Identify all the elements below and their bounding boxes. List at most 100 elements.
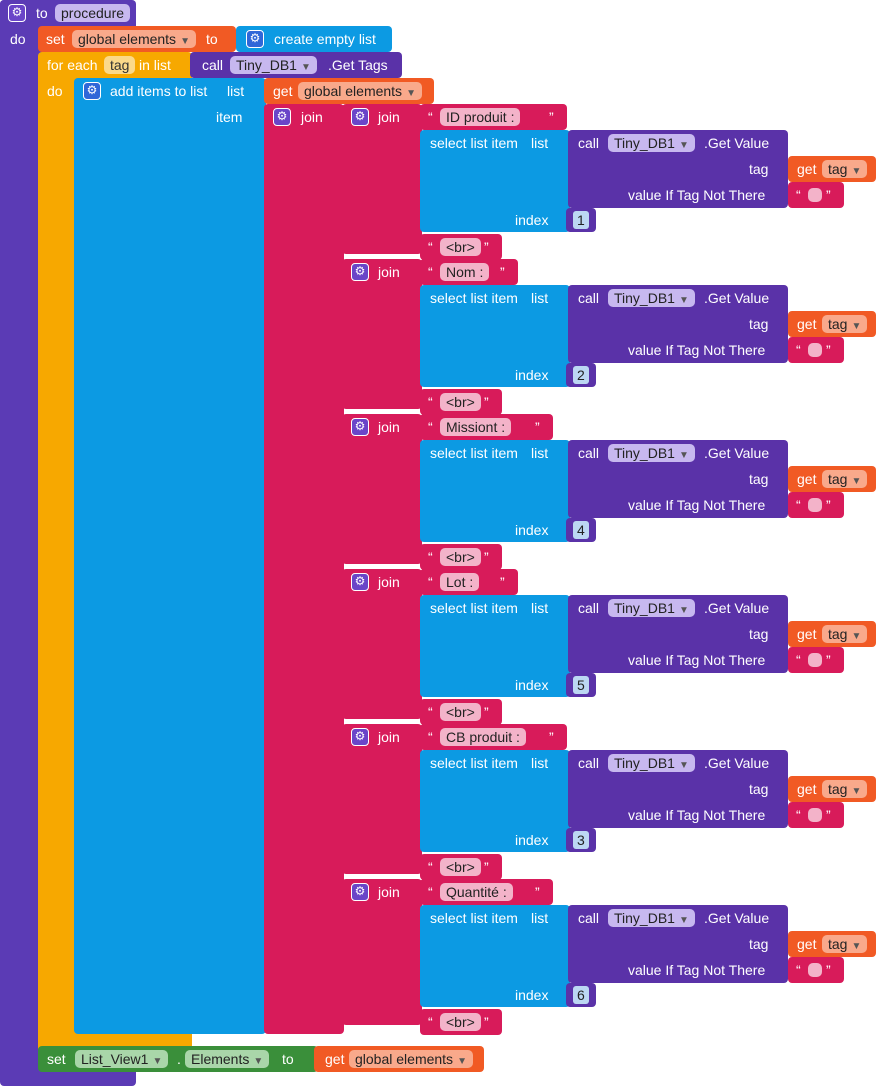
index-number[interactable]: 1 bbox=[573, 211, 589, 229]
call-label: call bbox=[578, 135, 600, 151]
inner-join-block[interactable] bbox=[342, 879, 422, 1025]
empty-text-field[interactable] bbox=[808, 498, 822, 512]
inner-join-block[interactable] bbox=[342, 414, 422, 564]
variable-name: global elements bbox=[78, 31, 177, 47]
select-index-label: index bbox=[515, 522, 549, 538]
component-dropdown[interactable]: Tiny_DB1 ▼ bbox=[608, 909, 695, 927]
component-dropdown[interactable]: Tiny_DB1 ▼ bbox=[608, 599, 695, 617]
variable-dropdown[interactable]: tag ▼ bbox=[822, 160, 868, 178]
gear-icon[interactable]: ⚙ bbox=[351, 263, 369, 281]
select-list-item-block[interactable] bbox=[420, 130, 570, 232]
quote-close: ” bbox=[484, 704, 489, 720]
outer-join-block[interactable] bbox=[264, 104, 344, 1034]
quote-close: ” bbox=[549, 729, 554, 745]
variable-name: tag bbox=[828, 316, 848, 332]
variable-dropdown[interactable]: global elements ▼ bbox=[349, 1050, 473, 1068]
br-text-field[interactable]: <br> bbox=[440, 238, 481, 256]
variable-dropdown[interactable]: global elements ▼ bbox=[72, 30, 196, 48]
gear-icon[interactable]: ⚙ bbox=[83, 82, 101, 100]
empty-text-field[interactable] bbox=[808, 963, 822, 977]
select-list-item-block[interactable] bbox=[420, 440, 570, 542]
text-field[interactable]: Quantité : bbox=[440, 883, 513, 901]
index-number[interactable]: 3 bbox=[573, 831, 589, 849]
set-label: set bbox=[47, 1051, 66, 1067]
br-text-field[interactable]: <br> bbox=[440, 393, 481, 411]
gear-icon[interactable]: ⚙ bbox=[351, 883, 369, 901]
inner-join-block[interactable] bbox=[342, 104, 422, 254]
loop-variable-field[interactable]: tag bbox=[104, 56, 136, 74]
tag-label: tag bbox=[749, 471, 769, 487]
select-list-item-block[interactable] bbox=[420, 905, 570, 1007]
component-dropdown[interactable]: Tiny_DB1 ▼ bbox=[608, 289, 695, 307]
text-field[interactable]: ID produit : bbox=[440, 108, 521, 126]
gear-icon[interactable]: ⚙ bbox=[8, 4, 26, 22]
call-label: call bbox=[578, 755, 600, 771]
component-dropdown[interactable]: Tiny_DB1 ▼ bbox=[608, 134, 695, 152]
empty-text-field[interactable] bbox=[808, 188, 822, 202]
select-index-label: index bbox=[515, 677, 549, 693]
select-list-item-block[interactable] bbox=[420, 285, 570, 387]
br-text-field[interactable]: <br> bbox=[440, 1013, 481, 1031]
text-field[interactable]: CB produit : bbox=[440, 728, 526, 746]
variable-dropdown[interactable]: tag ▼ bbox=[822, 780, 868, 798]
br-text-field[interactable]: <br> bbox=[440, 548, 481, 566]
gear-icon[interactable]: ⚙ bbox=[351, 728, 369, 746]
select-list-item-block[interactable] bbox=[420, 750, 570, 852]
get-value-method: .Get Value bbox=[704, 445, 770, 461]
get-label: get bbox=[797, 161, 817, 177]
br-text-field[interactable]: <br> bbox=[440, 703, 481, 721]
index-number[interactable]: 2 bbox=[573, 366, 589, 384]
gear-icon[interactable]: ⚙ bbox=[246, 30, 264, 48]
call-label: call bbox=[202, 57, 224, 73]
variable-dropdown[interactable]: tag ▼ bbox=[822, 315, 868, 333]
select-list-item-block[interactable] bbox=[420, 595, 570, 697]
index-number[interactable]: 6 bbox=[573, 986, 589, 1004]
empty-text-field[interactable] bbox=[808, 653, 822, 667]
component-dropdown[interactable]: List_View1 ▼ bbox=[75, 1050, 169, 1068]
for-each-do-label: do bbox=[47, 83, 63, 99]
variable-dropdown[interactable]: global elements ▼ bbox=[298, 82, 422, 100]
inner-join-block[interactable] bbox=[342, 259, 422, 409]
add-items-list-label: list bbox=[227, 83, 245, 99]
inner-join-block[interactable] bbox=[342, 724, 422, 874]
quote-open: “ bbox=[796, 342, 801, 358]
chevron-down-icon: ▼ bbox=[406, 88, 416, 99]
select-index-label: index bbox=[515, 367, 549, 383]
variable-dropdown[interactable]: tag ▼ bbox=[822, 935, 868, 953]
gear-icon[interactable]: ⚙ bbox=[351, 418, 369, 436]
quote-close: ” bbox=[826, 187, 831, 203]
component-dropdown[interactable]: Tiny_DB1 ▼ bbox=[608, 754, 695, 772]
variable-dropdown[interactable]: tag ▼ bbox=[822, 470, 868, 488]
property-dropdown[interactable]: Elements ▼ bbox=[185, 1050, 270, 1068]
br-text-field[interactable]: <br> bbox=[440, 858, 481, 876]
get-value-method: .Get Value bbox=[704, 910, 770, 926]
quote-open: “ bbox=[428, 239, 433, 255]
quote-close: ” bbox=[549, 109, 554, 125]
gear-icon[interactable]: ⚙ bbox=[351, 108, 369, 126]
procedure-name-field[interactable]: procedure bbox=[55, 4, 131, 22]
gear-icon[interactable]: ⚙ bbox=[273, 108, 291, 126]
text-field[interactable]: Lot : bbox=[440, 573, 480, 591]
index-number[interactable]: 4 bbox=[573, 521, 589, 539]
chevron-down-icon: ▼ bbox=[851, 476, 862, 487]
component-dropdown[interactable]: Tiny_DB1 ▼ bbox=[608, 444, 695, 462]
empty-text-field[interactable] bbox=[808, 808, 822, 822]
inner-join-block[interactable] bbox=[342, 569, 422, 719]
quote-close: ” bbox=[826, 497, 831, 513]
component-name: List_View1 bbox=[81, 1051, 149, 1067]
select-list-item-label: select list item bbox=[430, 600, 518, 616]
select-index-label: index bbox=[515, 832, 549, 848]
value-if-not-there-label: value If Tag Not There bbox=[628, 962, 766, 978]
quote-open: “ bbox=[428, 729, 433, 745]
variable-dropdown[interactable]: tag ▼ bbox=[822, 625, 868, 643]
text-field[interactable]: Nom : bbox=[440, 263, 490, 281]
index-number[interactable]: 5 bbox=[573, 676, 589, 694]
quote-close: ” bbox=[826, 342, 831, 358]
select-list-label: list bbox=[531, 910, 549, 926]
add-items-block[interactable] bbox=[74, 78, 266, 1034]
empty-text-field[interactable] bbox=[808, 343, 822, 357]
quote-open: “ bbox=[796, 652, 801, 668]
text-field[interactable]: Missiont : bbox=[440, 418, 512, 436]
component-dropdown[interactable]: Tiny_DB1 ▼ bbox=[230, 56, 317, 74]
gear-icon[interactable]: ⚙ bbox=[351, 573, 369, 591]
